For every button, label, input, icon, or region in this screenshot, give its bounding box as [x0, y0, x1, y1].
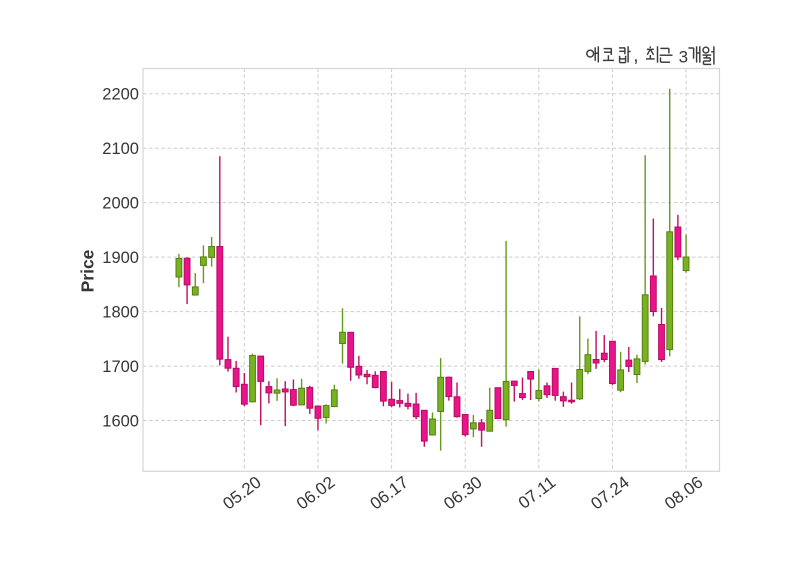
svg-text:2100: 2100 [102, 140, 139, 158]
svg-text:1600: 1600 [102, 412, 139, 430]
svg-text:3: 3 [679, 47, 688, 66]
svg-text:,: , [633, 46, 638, 67]
svg-text:1900: 1900 [102, 249, 139, 267]
svg-text:Price: Price [78, 249, 98, 292]
svg-text:2000: 2000 [102, 194, 139, 212]
svg-text:1800: 1800 [102, 303, 139, 321]
svg-text:2200: 2200 [102, 86, 139, 104]
svg-text:1700: 1700 [102, 358, 139, 376]
